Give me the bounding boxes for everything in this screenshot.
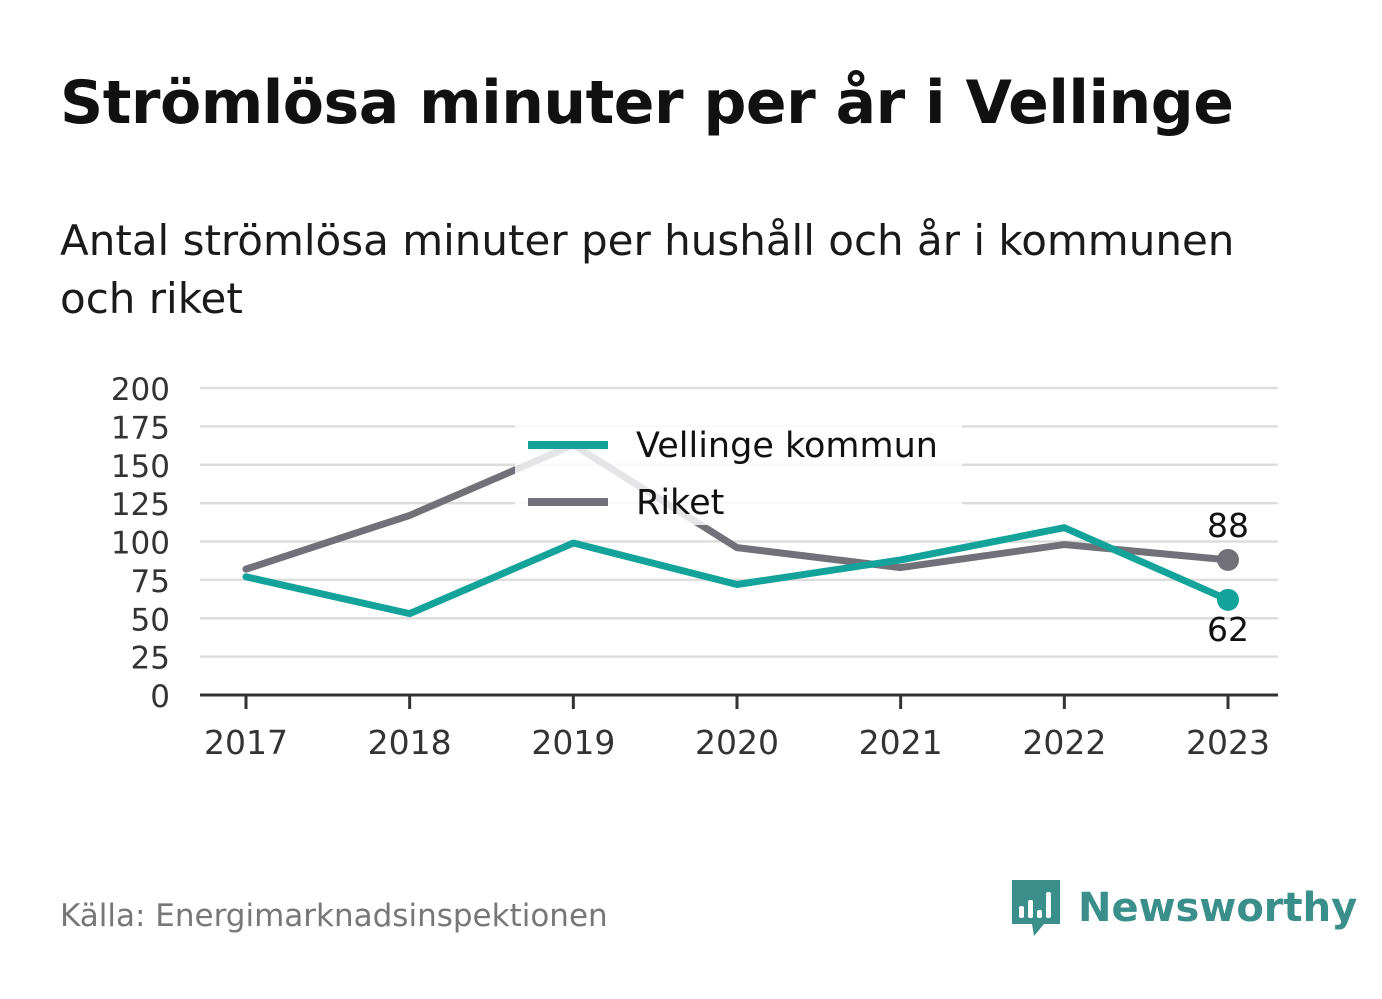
y-tick-label: 25	[131, 641, 170, 677]
legend-background	[515, 415, 962, 525]
y-tick-label: 200	[111, 372, 170, 408]
end-value-label: 88	[1207, 506, 1249, 545]
x-tick-label: 2018	[368, 723, 452, 762]
x-tick-label: 2017	[204, 723, 288, 762]
series-lines	[242, 441, 1239, 618]
chart-title: Strömlösa minuter per år i Vellinge	[60, 68, 1234, 138]
brand-logo: Newsworthy	[1010, 878, 1357, 938]
y-tick-label: 100	[111, 526, 170, 562]
x-axis: 2017 2018 2019 2020 2021 2022 2023	[200, 693, 1278, 762]
x-tick-label: 2021	[859, 723, 943, 762]
legend: Vellinge kommun Riket	[515, 415, 962, 525]
series-line-riket	[242, 441, 1232, 573]
legend-entry: Vellinge kommun	[636, 426, 938, 466]
end-labels: 62 88	[1207, 506, 1249, 649]
y-tick-label: 0	[150, 679, 170, 715]
x-tick-label: 2019	[531, 723, 615, 762]
y-tick-label: 50	[131, 602, 170, 638]
x-tick-label: 2023	[1186, 723, 1270, 762]
x-tick-label: 2022	[1022, 723, 1106, 762]
source-note: Källa: Energimarknadsinspektionen	[60, 898, 608, 934]
bar-chart-speech-bubble-icon	[1012, 880, 1060, 936]
end-value-label: 62	[1207, 610, 1249, 649]
series-line-vellinge	[242, 524, 1232, 618]
legend-entry: Riket	[636, 483, 724, 523]
brand-name: Newsworthy	[1078, 885, 1358, 931]
y-tick-label: 175	[111, 410, 170, 446]
x-tick-label: 2020	[695, 723, 779, 762]
y-tick-label: 75	[131, 564, 170, 600]
y-tick-label: 125	[111, 487, 170, 523]
chart-subtitle: Antal strömlösa minuter per hushåll och …	[60, 216, 1235, 323]
y-tick-label: 150	[111, 449, 170, 485]
series-end-point	[1217, 548, 1239, 571]
series-end-point	[1217, 588, 1239, 611]
